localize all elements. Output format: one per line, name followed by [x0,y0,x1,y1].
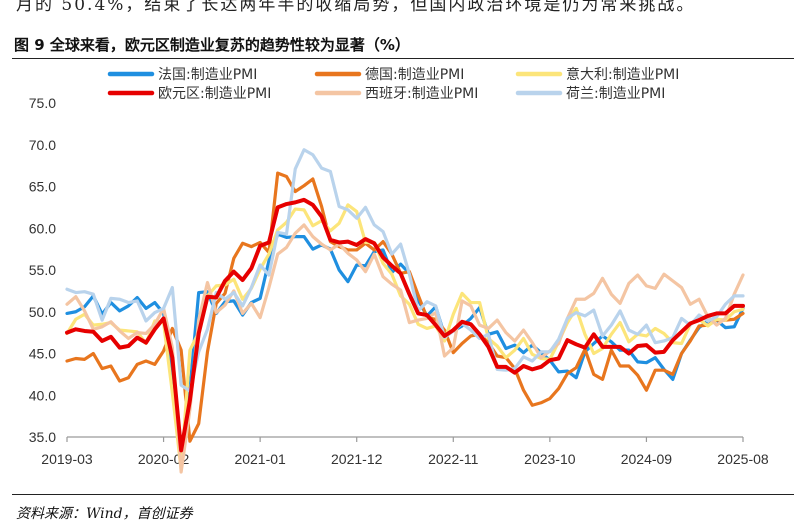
legend-label: 西班牙:制造业PMI [365,86,478,102]
y-axis: 75.0 70.0 65.0 60.0 55.0 50.0 45.0 40.0 35.0 [29,95,56,445]
series-layer [65,148,745,474]
x-tick-label: 2023-10 [524,451,576,467]
y-tick-label: 60.0 [29,220,56,236]
x-axis: 2019-03 2020-02 2021-01 2021-12 2022-11 2023-… [41,436,769,467]
y-tick-label: 75.0 [29,95,56,111]
source-note: 资料来源：Wind，首创证券 [16,506,193,522]
y-tick-label: 40.0 [29,387,56,403]
legend-label: 德国:制造业PMI [365,67,464,83]
series-line [65,171,745,443]
legend-label: 法国:制造业PMI [158,67,257,83]
chart-legend: 法国:制造业PMI 德国:制造业PMI 意大利:制造业PMI 欧元区:制造业PMI 西班… [107,66,679,102]
legend-label: 意大利:制造业PMI [566,66,679,83]
legend-label: 欧元区:制造业PMI [158,86,271,102]
x-tick-label: 2020-02 [138,451,190,467]
y-tick-label: 35.0 [29,429,56,445]
y-tick-label: 50.0 [29,304,56,320]
x-tick-label: 2021-01 [234,451,286,467]
source-divider [12,494,794,495]
x-tick-label: 2021-12 [331,451,383,467]
preceding-paragraph-text: 月的 50.4%，结束了长达两年半的收缩局势，但国内政治环境是仍为常来挑战。 [16,0,696,15]
legend-label: 荷兰:制造业PMI [566,86,665,102]
title-divider [12,58,794,59]
x-tick-label: 2019-03 [41,451,93,467]
y-tick-label: 55.0 [29,262,56,278]
x-tick-label: 2025-08 [717,451,769,467]
series-line [65,148,745,393]
series-line [65,197,745,453]
y-tick-label: 45.0 [29,346,56,362]
figure-title: 图 9 全球来看，欧元区制造业复苏的趋势性较为显著（%） [14,36,410,54]
y-tick-label: 70.0 [29,137,56,153]
y-tick-label: 65.0 [29,179,56,195]
x-tick-label: 2024-09 [621,451,673,467]
x-tick-label: 2022-11 [428,451,479,467]
